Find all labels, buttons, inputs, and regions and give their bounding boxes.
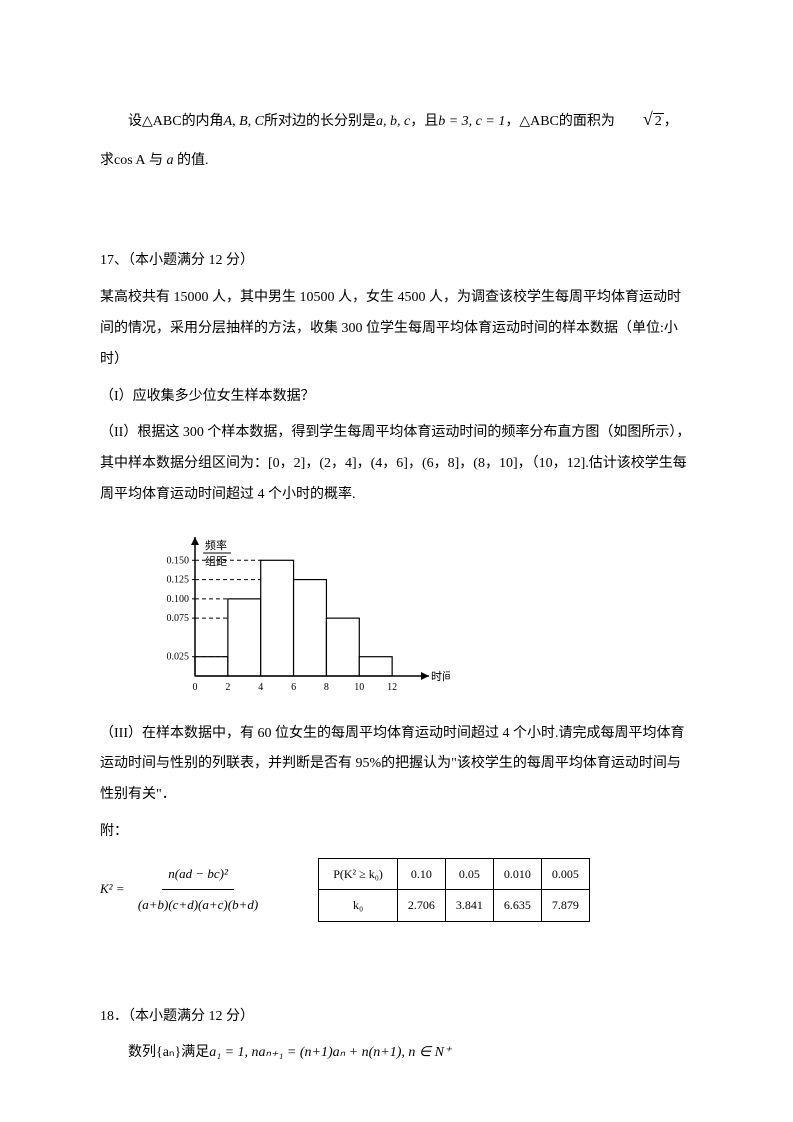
q18-line: 数列{aₙ}满足a₁ = 1, naₙ₊₁ = (n+1)aₙ + n(n+1)…: [100, 1038, 693, 1069]
svg-text:8: 8: [324, 682, 329, 693]
sqrt-area: √2: [615, 100, 664, 140]
critical-value-table: P(K² ≥ k₀) 0.10 0.05 0.010 0.005 k₀ 2.70…: [318, 858, 590, 922]
svg-text:频率: 频率: [205, 538, 227, 552]
svg-text:0.075: 0.075: [167, 613, 190, 624]
k2-fraction: n(ad − bc)² (a+b)(c+d)(a+c)(b+d): [132, 860, 264, 920]
k2-numerator: n(ad − bc)²: [162, 860, 234, 891]
svg-text:4: 4: [258, 682, 263, 693]
q17-part2: （II）根据这 300 个样本数据，得到学生每周平均体育运动时间的频率分布直方图…: [100, 418, 693, 510]
math-a: a: [167, 153, 174, 168]
text: 设: [128, 114, 142, 129]
ptable-k: 2.706: [397, 890, 445, 921]
text: 的面积为: [559, 114, 615, 129]
q16-line1: 设△ABC的内角A, B, C所对边的长分别是a, b, c，且b = 3, c…: [100, 100, 693, 140]
ptable-p: 0.10: [397, 858, 445, 889]
exam-page: 设△ABC的内角A, B, C所对边的长分别是a, b, c，且b = 3, c…: [0, 0, 793, 1122]
text: 与: [146, 153, 167, 168]
svg-text:10: 10: [354, 682, 364, 693]
ptable-p: 0.010: [493, 858, 541, 889]
math-cond: a₁ = 1, naₙ₊₁ = (n+1)aₙ + n(n+1), n ∈ N⁺: [209, 1045, 451, 1060]
text: 满足: [181, 1045, 209, 1060]
text: 数列: [128, 1045, 156, 1060]
math-seq: {aₙ}: [156, 1045, 181, 1060]
ptable-p: 0.05: [445, 858, 493, 889]
svg-text:0.025: 0.025: [167, 651, 190, 662]
q17-part3: （III）在样本数据中，有 60 位女生的每周平均体育运动时间超过 4 个小时.…: [100, 719, 693, 811]
math-angles: A, B, C: [224, 114, 264, 129]
svg-text:0: 0: [193, 682, 198, 693]
table-row: k₀ 2.706 3.841 6.635 7.879: [319, 890, 590, 921]
k2-denominator: (a+b)(c+d)(a+c)(b+d): [132, 890, 264, 920]
q17-part1: （I）应收集多少位女生样本数据？: [100, 382, 693, 413]
svg-text:12: 12: [387, 682, 397, 693]
svg-text:0.125: 0.125: [167, 574, 190, 585]
svg-text:0.100: 0.100: [167, 594, 190, 605]
math-triangle: △ABC: [142, 114, 182, 129]
text: ，且: [410, 114, 438, 129]
q16-line2: 求cos A 与 a 的值.: [100, 146, 693, 177]
svg-text:2: 2: [225, 682, 230, 693]
q17-attach: 附：: [100, 817, 693, 848]
table-row: P(K² ≥ k₀) 0.10 0.05 0.010 0.005: [319, 858, 590, 889]
q18-title: 18．（本小题满分 12 分）: [100, 1002, 693, 1033]
ptable-k: 6.635: [493, 890, 541, 921]
ptable-p: 0.005: [541, 858, 589, 889]
svg-text:6: 6: [291, 682, 296, 693]
math-triangle2: △ABC: [519, 114, 559, 129]
text: ，: [664, 114, 678, 129]
svg-text:0.150: 0.150: [167, 555, 190, 566]
math-cond: b = 3, c = 1: [438, 114, 505, 129]
ptable-k0: k₀: [319, 890, 398, 921]
text: 求: [100, 153, 114, 168]
math-cosA: cos A: [114, 153, 146, 168]
svg-text:时间(小时): 时间(小时): [431, 670, 450, 683]
histogram: 0.025 0.075 0.100 0.125 0.150 0 2 4 6 8 10 12 频率组距时间…: [140, 521, 693, 709]
ptable-header: P(K² ≥ k₀): [319, 858, 398, 889]
q17-title: 17、（本小题满分 12 分）: [100, 246, 693, 277]
text: ，: [505, 114, 519, 129]
k2-lhs: K²: [100, 875, 113, 904]
formula-and-table-row: K² = n(ad − bc)² (a+b)(c+d)(a+c)(b+d) P(…: [100, 858, 693, 922]
ptable-k: 7.879: [541, 890, 589, 921]
svg-text:组距: 组距: [205, 554, 227, 568]
text: 的内角: [182, 114, 224, 129]
ptable-k: 3.841: [445, 890, 493, 921]
q17-p1: 某高校共有 15000 人，其中男生 10500 人，女生 4500 人，为调查…: [100, 283, 693, 375]
histogram-svg: 0.025 0.075 0.100 0.125 0.150 0 2 4 6 8 10 12 频率组距时间…: [140, 521, 450, 696]
k2-formula: K² = n(ad − bc)² (a+b)(c+d)(a+c)(b+d): [100, 860, 268, 920]
k2-eq: =: [117, 875, 124, 904]
math-sides: a, b, c: [376, 114, 410, 129]
text: 的值.: [174, 153, 209, 168]
text: 所对边的长分别是: [264, 114, 376, 129]
